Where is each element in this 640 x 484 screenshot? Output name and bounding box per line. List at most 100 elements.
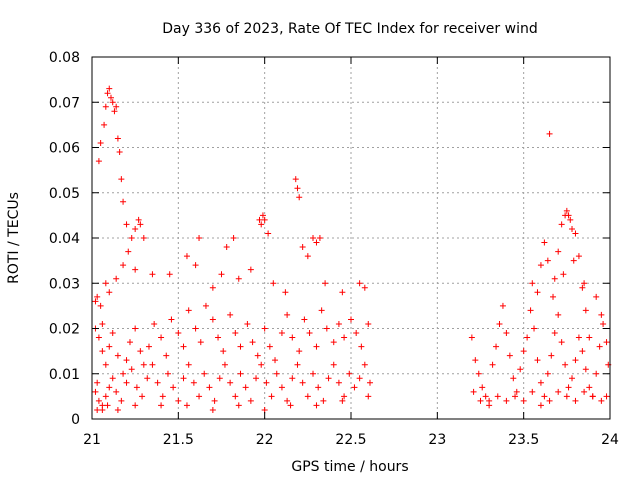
data-point	[569, 225, 576, 232]
data-point	[140, 235, 147, 241]
data-point	[600, 320, 607, 327]
data-point	[120, 262, 127, 269]
data-point	[120, 198, 127, 205]
data-point	[582, 307, 589, 314]
data-point	[313, 402, 320, 409]
data-point	[99, 320, 106, 327]
data-point	[94, 406, 101, 413]
data-point	[118, 397, 125, 404]
x-tick-label: 23.5	[508, 432, 539, 448]
data-point	[266, 343, 273, 350]
data-point	[527, 307, 534, 314]
data-point	[296, 194, 303, 201]
data-point	[482, 393, 489, 400]
data-point	[565, 212, 572, 219]
data-point	[201, 370, 208, 377]
data-point	[366, 379, 373, 386]
data-point	[489, 361, 496, 368]
data-point	[544, 370, 551, 377]
data-point	[503, 330, 510, 337]
data-point	[520, 397, 527, 404]
data-point	[313, 343, 320, 350]
data-point	[123, 221, 130, 228]
data-point	[113, 275, 120, 282]
data-point	[558, 221, 565, 228]
data-point	[218, 271, 225, 278]
data-point	[589, 393, 596, 400]
data-point	[235, 275, 242, 282]
data-point	[154, 379, 161, 386]
data-point	[168, 316, 175, 323]
data-point	[99, 348, 106, 355]
data-point	[356, 280, 363, 287]
data-point	[603, 339, 610, 346]
data-point	[232, 393, 239, 400]
data-point	[259, 212, 266, 219]
data-point	[106, 343, 113, 350]
data-point	[581, 280, 588, 287]
data-point	[565, 384, 572, 391]
data-point	[537, 379, 544, 386]
y-tick-label: 0.03	[49, 276, 80, 292]
data-point	[247, 266, 254, 273]
data-point	[593, 293, 600, 300]
y-tick-label: 0.04	[49, 231, 80, 247]
data-point	[133, 384, 140, 391]
data-point	[558, 339, 565, 346]
data-point	[113, 388, 120, 395]
data-point	[546, 397, 553, 404]
data-point	[209, 406, 216, 413]
data-point	[209, 284, 216, 291]
data-point	[227, 311, 234, 318]
data-point	[261, 216, 268, 223]
data-point	[560, 271, 567, 278]
data-point	[158, 334, 165, 341]
data-point	[299, 244, 306, 251]
data-point	[315, 384, 322, 391]
data-point	[137, 348, 144, 355]
data-point	[598, 397, 605, 404]
data-point	[242, 384, 249, 391]
data-point	[361, 361, 368, 368]
data-point	[97, 139, 104, 146]
data-point	[140, 361, 147, 368]
data-point	[192, 325, 199, 332]
x-tick-label: 22.5	[335, 432, 366, 448]
data-point	[499, 302, 506, 309]
data-point	[132, 266, 139, 273]
data-point	[550, 293, 557, 300]
data-point	[101, 121, 108, 128]
y-tick-label: 0.01	[49, 367, 80, 383]
data-point	[284, 311, 291, 318]
data-point	[541, 239, 548, 246]
data-point	[529, 280, 536, 287]
data-point	[596, 343, 603, 350]
data-point	[237, 370, 244, 377]
data-point	[106, 85, 113, 92]
data-point	[114, 352, 121, 359]
y-tick-labels: 0 0.01 0.02 0.03 0.04 0.05 0.06 0.07 0.08	[49, 50, 80, 428]
data-point	[92, 298, 99, 305]
data-point	[132, 325, 139, 332]
data-point	[273, 370, 280, 377]
data-point	[230, 235, 237, 241]
data-point	[569, 375, 576, 382]
data-point	[135, 216, 142, 223]
data-point	[586, 334, 593, 341]
data-point	[335, 379, 342, 386]
data-point	[149, 361, 156, 368]
data-point	[263, 379, 270, 386]
data-point	[132, 225, 139, 232]
data-point	[221, 361, 228, 368]
data-point	[570, 257, 577, 264]
data-point	[330, 361, 337, 368]
data-point	[555, 388, 562, 395]
data-point	[170, 384, 177, 391]
data-point	[232, 330, 239, 337]
data-point	[244, 320, 251, 327]
data-point	[323, 325, 330, 332]
data-points	[92, 85, 612, 413]
data-point	[310, 235, 317, 241]
data-point	[258, 221, 265, 228]
